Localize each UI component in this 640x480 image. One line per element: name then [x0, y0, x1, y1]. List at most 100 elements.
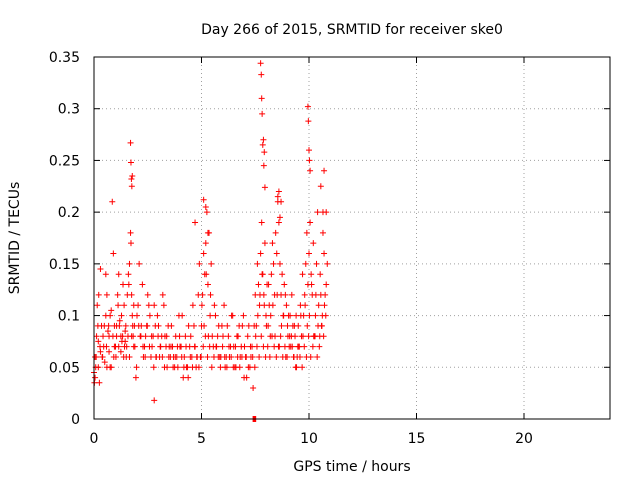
data-point — [200, 250, 207, 257]
data-point — [125, 271, 132, 278]
data-point — [155, 333, 162, 340]
data-point — [106, 333, 113, 340]
data-point — [103, 343, 110, 350]
data-point — [110, 250, 117, 257]
y-tick-label: 0.2 — [58, 205, 80, 221]
data-point — [217, 364, 224, 371]
data-point — [120, 353, 127, 360]
data-point — [128, 333, 135, 340]
data-points — [91, 60, 331, 422]
data-point — [189, 364, 196, 371]
data-point — [178, 353, 185, 360]
data-point — [128, 183, 135, 190]
data-point — [320, 333, 327, 340]
data-point — [278, 198, 285, 205]
data-point — [225, 333, 232, 340]
data-point — [185, 322, 192, 329]
data-point — [126, 353, 133, 360]
chart-title: Day 266 of 2015, SRMTID for receiver ske… — [201, 22, 503, 38]
data-point — [265, 281, 272, 288]
data-point — [284, 322, 291, 329]
data-point — [159, 353, 166, 360]
data-point — [116, 317, 123, 324]
data-point — [312, 312, 319, 319]
data-point — [211, 302, 218, 309]
data-point — [261, 240, 268, 247]
data-point — [260, 136, 267, 143]
data-point — [245, 322, 252, 329]
data-point — [249, 353, 256, 360]
data-point — [183, 343, 190, 350]
data-point — [196, 260, 203, 267]
data-point — [224, 322, 231, 329]
data-point — [157, 343, 164, 350]
data-point — [316, 343, 323, 350]
data-point — [101, 322, 108, 329]
data-point — [259, 141, 266, 148]
grid-lines — [94, 57, 610, 419]
data-point — [95, 338, 102, 345]
data-point — [174, 343, 181, 350]
data-point — [122, 338, 129, 345]
y-tick-label: 0 — [71, 412, 80, 428]
data-point — [103, 291, 110, 298]
data-point — [107, 312, 114, 319]
data-point — [272, 229, 279, 236]
data-point — [251, 364, 258, 371]
data-point — [314, 209, 321, 216]
data-point — [99, 353, 106, 360]
data-point — [144, 291, 151, 298]
data-point — [118, 312, 125, 319]
data-point — [245, 364, 252, 371]
data-point — [127, 139, 134, 146]
data-point — [287, 312, 294, 319]
data-point — [109, 198, 116, 205]
data-point — [240, 312, 247, 319]
y-tick-label: 0.1 — [58, 309, 80, 325]
data-point — [145, 302, 152, 309]
data-point — [215, 353, 222, 360]
data-point — [254, 312, 261, 319]
data-point — [270, 260, 277, 267]
data-point — [213, 343, 220, 350]
x-tick-label: 10 — [300, 431, 318, 447]
data-point — [92, 374, 99, 381]
data-point — [221, 302, 228, 309]
data-point — [250, 384, 257, 391]
data-point — [321, 167, 328, 174]
data-point — [122, 322, 129, 329]
data-point — [229, 312, 236, 319]
data-point — [108, 307, 115, 314]
data-point — [219, 343, 226, 350]
data-point — [187, 353, 194, 360]
x-axis-label: GPS time / hours — [293, 459, 410, 475]
data-point — [317, 271, 324, 278]
data-point — [204, 229, 211, 236]
data-point — [321, 250, 328, 257]
data-point — [279, 271, 286, 278]
data-point — [256, 291, 263, 298]
data-point — [176, 333, 183, 340]
data-point — [307, 219, 314, 226]
data-point — [220, 333, 226, 340]
data-point — [276, 214, 283, 221]
data-point — [275, 343, 282, 350]
data-point — [218, 322, 225, 329]
data-point — [269, 302, 276, 309]
data-point — [142, 353, 149, 360]
data-point — [302, 302, 309, 309]
data-point — [305, 118, 312, 125]
data-point — [207, 291, 214, 298]
data-point — [291, 322, 298, 329]
data-point — [110, 353, 117, 360]
data-point — [180, 364, 187, 371]
data-point — [257, 60, 264, 67]
y-tick-label: 0.25 — [49, 153, 80, 169]
data-point — [303, 229, 310, 236]
data-point — [258, 95, 265, 102]
data-point — [92, 353, 99, 360]
data-point — [243, 353, 250, 360]
data-point — [115, 271, 122, 278]
data-point — [292, 364, 299, 371]
data-point — [126, 260, 133, 267]
